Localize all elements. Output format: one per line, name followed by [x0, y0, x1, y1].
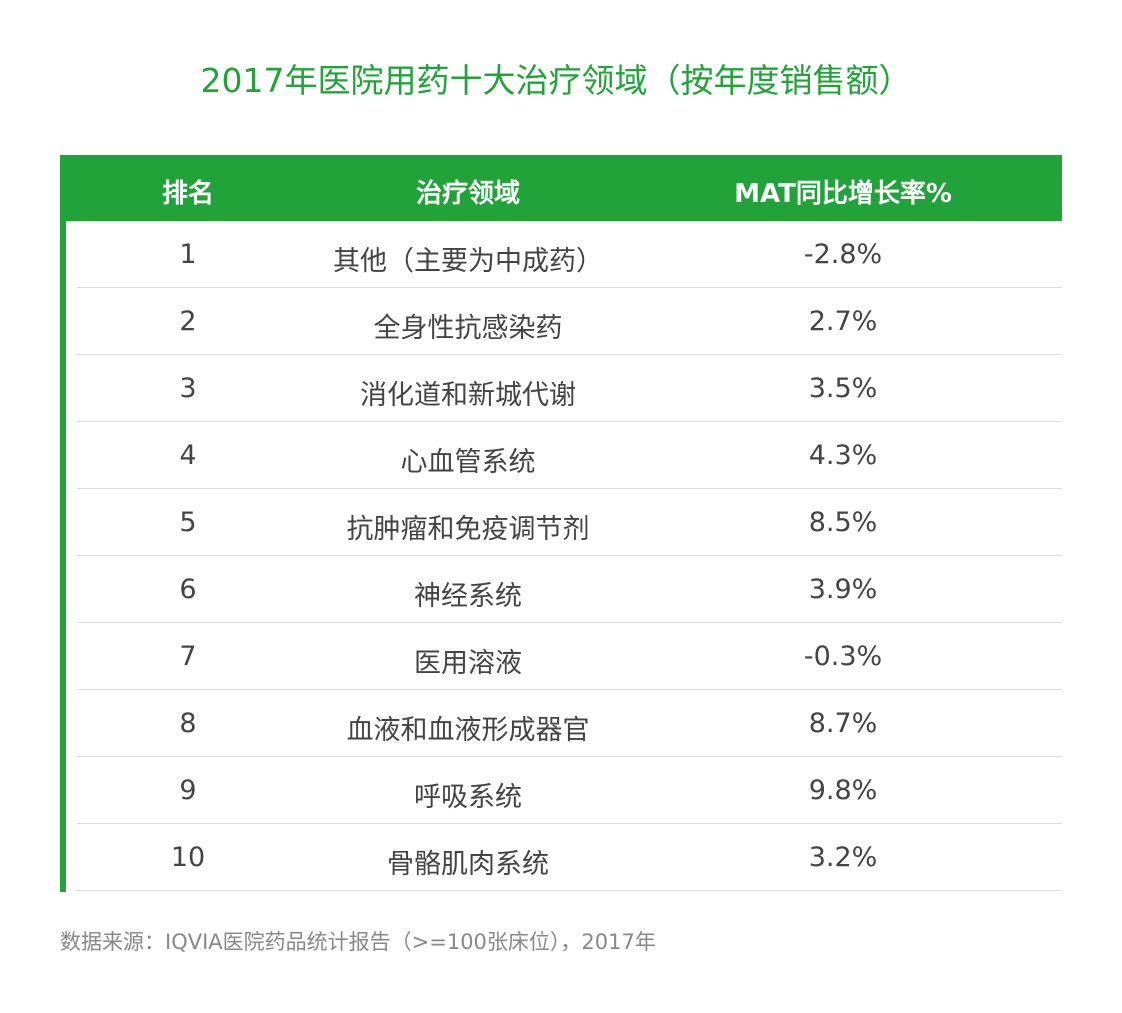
header-growth: MAT同比增长率% — [734, 179, 952, 209]
growth-cell: 3.9% — [808, 574, 878, 605]
ranking-table: 排名 治疗领域 MAT同比增长率% 1 其他（主要为中成药） -2.8% 2 全身性抗感… — [60, 155, 1062, 891]
table-row: 8 血液和血液形成器官 8.7% — [77, 690, 1062, 757]
source-note: 数据来源：IQVIA医院药品统计报告（>=100张床位），2017年 — [60, 930, 656, 954]
rank-cell: 4 — [179, 440, 197, 471]
rank-cell: 7 — [179, 641, 197, 672]
area-cell: 心血管系统 — [400, 447, 536, 478]
rank-cell: 6 — [179, 574, 197, 605]
rank-cell: 5 — [179, 507, 197, 538]
growth-cell: -2.8% — [803, 239, 883, 270]
growth-cell: 9.8% — [808, 775, 878, 806]
table-row: 1 其他（主要为中成药） -2.8% — [77, 221, 1062, 288]
table-row: 2 全身性抗感染药 2.7% — [77, 288, 1062, 355]
area-cell: 其他（主要为中成药） — [333, 246, 603, 277]
header-area: 治疗领域 — [415, 179, 520, 209]
growth-cell: 3.5% — [808, 373, 878, 404]
table-row: 6 神经系统 3.9% — [77, 556, 1062, 623]
rank-cell: 9 — [179, 775, 197, 806]
rank-cell: 8 — [179, 708, 197, 739]
growth-cell: 8.5% — [808, 507, 878, 538]
area-cell: 消化道和新城代谢 — [360, 380, 576, 411]
rank-cell: 2 — [179, 306, 197, 337]
area-cell: 呼吸系统 — [414, 782, 522, 813]
growth-cell: 3.2% — [808, 842, 878, 873]
growth-cell: 4.3% — [808, 440, 878, 471]
page-title: 2017年医院用药十大治疗领域（按年度销售额） — [200, 61, 912, 100]
growth-cell: 8.7% — [808, 708, 878, 739]
table-row: 7 医用溶液 -0.3% — [77, 623, 1062, 690]
area-cell: 骨骼肌肉系统 — [387, 849, 549, 880]
area-cell: 抗肿瘤和免疫调节剂 — [346, 514, 590, 545]
table-accent-bar — [60, 155, 66, 892]
rank-cell: 3 — [179, 373, 197, 404]
table-row: 5 抗肿瘤和免疫调节剂 8.5% — [77, 489, 1062, 556]
table-header: 排名 治疗领域 MAT同比增长率% — [60, 155, 1062, 221]
header-rank: 排名 — [161, 179, 214, 209]
rank-cell: 1 — [179, 239, 197, 270]
table-row: 9 呼吸系统 9.8% — [77, 757, 1062, 824]
area-cell: 血液和血液形成器官 — [346, 715, 590, 746]
table-row: 4 心血管系统 4.3% — [77, 422, 1062, 489]
growth-cell: 2.7% — [808, 306, 878, 337]
table-row: 3 消化道和新城代谢 3.5% — [77, 355, 1062, 422]
area-cell: 医用溶液 — [414, 648, 522, 679]
rank-cell: 10 — [170, 842, 206, 873]
area-cell: 全身性抗感染药 — [373, 313, 563, 344]
growth-cell: -0.3% — [803, 641, 883, 672]
table-row: 10 骨骼肌肉系统 3.2% — [77, 824, 1062, 891]
area-cell: 神经系统 — [414, 581, 522, 612]
